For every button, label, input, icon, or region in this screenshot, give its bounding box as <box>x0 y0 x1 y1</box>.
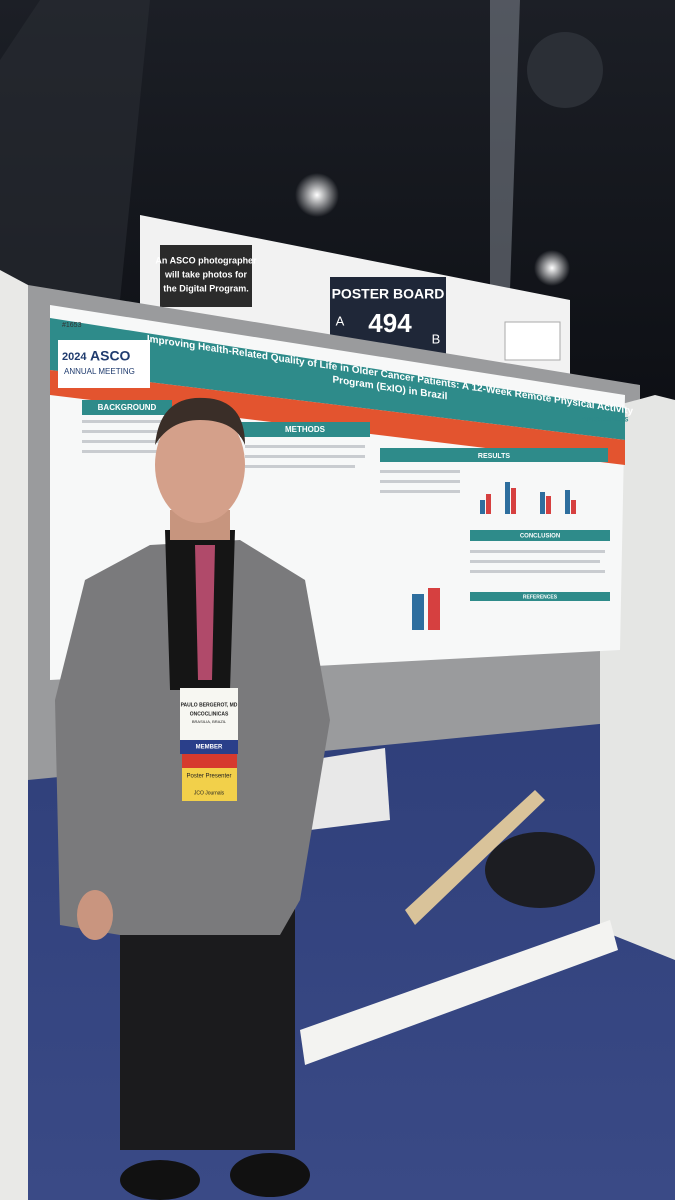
badge-journal: JCO Journals <box>194 790 225 796</box>
poster-title-bar <box>50 318 625 440</box>
board-label: POSTER BOARD <box>332 286 445 302</box>
meeting-year: 2024 <box>62 351 87 363</box>
small-notice <box>504 321 561 361</box>
section-title: REFERENCES <box>523 594 558 600</box>
meeting-name: ASCO <box>90 348 131 364</box>
section-header <box>82 400 172 415</box>
badge <box>180 688 238 740</box>
board-side: B <box>432 331 441 346</box>
section-header <box>470 530 610 541</box>
poster-chart <box>412 482 576 630</box>
ceiling-light <box>295 173 339 217</box>
badge-location: BRASILIA, BRAZIL <box>192 719 227 724</box>
section-title: BACKGROUND <box>98 403 157 412</box>
poster-text-lines <box>82 420 605 573</box>
light-beam <box>490 0 520 290</box>
poster-accent-bar <box>50 370 625 465</box>
poster-id: #1653 <box>62 322 82 329</box>
poster-tube <box>405 790 545 925</box>
chair <box>310 748 390 830</box>
section-title: RESULTS <box>478 453 510 460</box>
section-header <box>240 422 370 437</box>
badge-ribbon-red <box>182 754 237 768</box>
notice-box <box>160 245 252 307</box>
badge-member: MEMBER <box>196 745 223 751</box>
badge-name: PAULO BERGEROT, MD <box>181 702 238 708</box>
section-header <box>470 592 610 601</box>
section-title: METHODS <box>285 425 326 434</box>
ceiling-light <box>534 250 570 286</box>
badge-ribbon <box>182 768 237 784</box>
section-header <box>380 448 608 462</box>
badge-org: ONCOCLINICAS <box>190 711 229 717</box>
notice-text: will take photos for <box>164 269 248 279</box>
notice-text: the Digital Program. <box>163 283 249 293</box>
section-title: CONCLUSION <box>520 534 560 540</box>
notice-text: An ASCO photographer <box>155 255 257 265</box>
board-side: A <box>336 313 345 328</box>
light-beam <box>0 0 150 300</box>
poster-logo: ONCOCLINICAS <box>582 418 628 424</box>
side-wall <box>0 270 28 1200</box>
board-number: 494 <box>368 308 412 338</box>
badge-member-bar <box>180 740 238 754</box>
poster-box <box>300 920 618 1065</box>
badge-ribbon <box>182 784 237 801</box>
meeting-sub: ANNUAL MEETING <box>64 367 135 376</box>
meeting-logo <box>58 340 150 388</box>
backpack <box>485 832 595 908</box>
speaker <box>527 32 603 108</box>
badge-ribbon-text: Poster Presenter <box>186 774 231 780</box>
